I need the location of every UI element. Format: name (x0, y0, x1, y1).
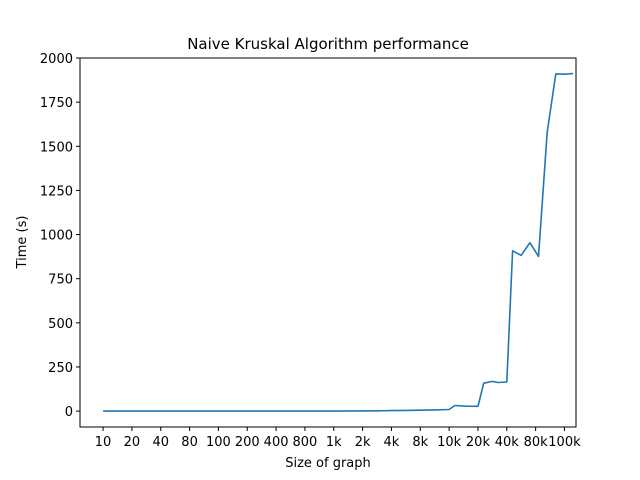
x-tick-label: 2k (355, 435, 371, 450)
x-tick-label: 80k (524, 435, 549, 450)
x-tick-label: 800 (293, 435, 318, 450)
chart-title: Naive Kruskal Algorithm performance (187, 35, 469, 53)
x-tick-label: 10 (95, 435, 112, 450)
x-axis-label: Size of graph (285, 456, 371, 471)
x-tick-label: 20 (124, 435, 141, 450)
x-tick-label: 40 (152, 435, 169, 450)
x-tick-label: 200 (235, 435, 260, 450)
y-axis-ticks: 0 250 500 750 1000 1250 1500 1750 2000 (40, 52, 80, 420)
x-tick-label: 100 (206, 435, 231, 450)
x-tick-label: 100k (548, 435, 581, 450)
x-tick-label: 40k (495, 435, 520, 450)
y-tick-label: 1500 (40, 140, 73, 155)
x-axis-ticks: 10 20 40 80 100 200 400 800 1k 2k 4k 8k 10k 20k 40k 80k… (95, 427, 581, 450)
x-tick-label: 10k (437, 435, 462, 450)
y-axis-label: Time (s) (15, 216, 30, 270)
x-tick-label: 400 (264, 435, 289, 450)
y-tick-label: 1250 (40, 184, 73, 199)
x-tick-label: 4k (384, 435, 400, 450)
y-tick-label: 250 (48, 361, 73, 376)
y-tick-label: 500 (48, 317, 73, 332)
series-line (103, 72, 574, 412)
plot-area (79, 57, 577, 428)
y-tick-label: 1750 (40, 96, 73, 111)
y-tick-label: 750 (48, 273, 73, 288)
y-tick-label: 2000 (40, 52, 73, 67)
x-tick-label: 20k (466, 435, 491, 450)
y-tick-label: 1000 (40, 229, 73, 244)
x-tick-label: 80 (181, 435, 198, 450)
x-tick-label: 1k (326, 435, 342, 450)
x-tick-label: 8k (412, 435, 428, 450)
y-tick-label: 0 (65, 405, 73, 420)
